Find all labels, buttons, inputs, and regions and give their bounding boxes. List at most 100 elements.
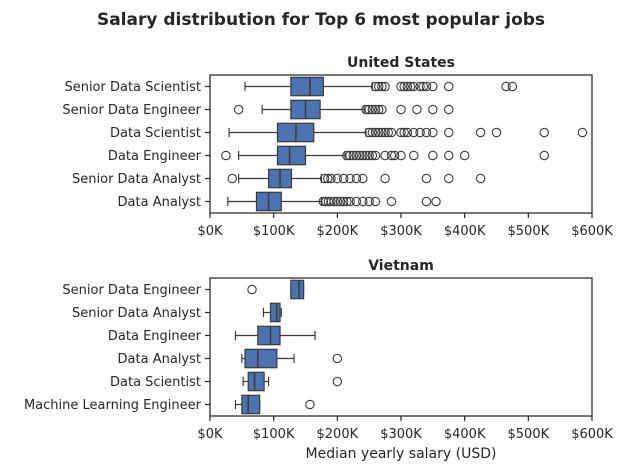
box-iqr xyxy=(290,279,305,300)
box-senior-data-analyst xyxy=(262,302,282,323)
outlier-point xyxy=(396,127,406,138)
outlier-point xyxy=(345,173,355,184)
outlier-point xyxy=(348,150,358,161)
outlier-point xyxy=(358,173,368,184)
box-data-engineer xyxy=(234,325,316,346)
outlier-point xyxy=(380,127,390,138)
outlier-point xyxy=(408,150,419,161)
panel-vietnam: Senior Data Engineer Senior Data Analyst D… xyxy=(24,277,613,442)
outlier-point xyxy=(318,196,329,207)
outlier-point xyxy=(373,104,384,115)
outlier-point xyxy=(332,196,343,207)
outlier-point xyxy=(364,127,374,138)
y-tick-label: Data Scientist xyxy=(110,126,201,141)
outlier-point xyxy=(389,150,400,161)
y-tick-label: Data Engineer xyxy=(108,329,202,344)
outlier-point xyxy=(332,376,343,387)
x-tick-label: $300K xyxy=(380,427,422,442)
outlier-point xyxy=(428,127,438,138)
outlier-point xyxy=(338,173,349,184)
y-tick-label: Data Analyst xyxy=(118,195,201,210)
outlier-point xyxy=(418,81,429,92)
outlier-point xyxy=(412,104,422,115)
outlier-point xyxy=(332,353,343,364)
y-tick-label: Senior Data Scientist xyxy=(64,80,201,95)
outlier-point xyxy=(421,173,432,184)
x-tick-label: $400K xyxy=(444,224,486,239)
outlier-point xyxy=(367,150,378,161)
outlier-point xyxy=(221,150,231,161)
outlier-point xyxy=(428,104,438,115)
box-iqr xyxy=(269,302,281,323)
outlier-point xyxy=(364,104,374,115)
outlier-point xyxy=(380,173,390,184)
outlier-point xyxy=(377,104,387,115)
outlier-point xyxy=(233,104,244,115)
outlier-point xyxy=(370,81,381,92)
panel-title-vietnam: Vietnam xyxy=(368,258,434,274)
x-tick-label: $400K xyxy=(444,427,486,442)
box-senior-data-engineer xyxy=(247,279,305,300)
outlier-point xyxy=(507,81,518,92)
box-senior-data-engineer xyxy=(233,99,454,120)
outlier-point xyxy=(364,196,374,207)
outlier-point xyxy=(351,150,362,161)
outlier-point xyxy=(370,104,381,115)
outlier-point xyxy=(577,127,588,138)
outlier-point xyxy=(335,196,346,207)
y-tick-label: Senior Data Analyst xyxy=(72,172,201,187)
x-tick-label: $0K xyxy=(197,427,223,442)
figure-title: Salary distribution for Top 6 most popul… xyxy=(97,10,545,30)
outlier-point xyxy=(345,196,355,207)
box-iqr xyxy=(244,348,278,369)
box-senior-data-scientist xyxy=(244,76,518,97)
box-iqr xyxy=(290,76,324,97)
y-tick-label: Data Scientist xyxy=(110,375,201,390)
outlier-point xyxy=(443,173,454,184)
outlier-point xyxy=(539,150,549,161)
outlier-point xyxy=(402,81,413,92)
outlier-point xyxy=(351,173,362,184)
outlier-point xyxy=(361,104,371,115)
x-tick-label: $500K xyxy=(508,427,550,442)
x-tick-label: $100K xyxy=(253,427,295,442)
outlier-point xyxy=(361,150,371,161)
outlier-point xyxy=(386,196,397,207)
outlier-point xyxy=(377,127,387,138)
outlier-point xyxy=(405,81,416,92)
outlier-point xyxy=(396,104,406,115)
outlier-point xyxy=(386,127,397,138)
outlier-point xyxy=(421,196,432,207)
outlier-point xyxy=(443,81,454,92)
outlier-point xyxy=(326,173,336,184)
outlier-point xyxy=(370,150,381,161)
x-tick-label: $600K xyxy=(571,427,613,442)
outlier-point xyxy=(408,127,419,138)
y-tick-label: Senior Data Engineer xyxy=(62,103,201,118)
outlier-point xyxy=(345,150,355,161)
box-data-scientist xyxy=(228,122,588,143)
box-machine-learning-engineer xyxy=(234,394,315,415)
outlier-point xyxy=(358,150,368,161)
panel-united-states: Senior Data Scientist Senior Data Enginee… xyxy=(62,74,613,239)
outlier-point xyxy=(443,104,454,115)
outlier-point xyxy=(305,399,315,410)
outlier-point xyxy=(358,196,368,207)
x-tick-label: $0K xyxy=(197,224,223,239)
outlier-point xyxy=(415,81,425,92)
outlier-point xyxy=(443,127,454,138)
outlier-point xyxy=(342,196,352,207)
outlier-point xyxy=(421,127,432,138)
outlier-point xyxy=(431,196,441,207)
box-iqr xyxy=(247,371,265,392)
outlier-point xyxy=(351,196,362,207)
outlier-point xyxy=(396,150,406,161)
outlier-point xyxy=(364,150,374,161)
outlier-point xyxy=(373,81,384,92)
x-tick-label: $600K xyxy=(571,224,613,239)
outlier-point xyxy=(386,150,397,161)
box-senior-data-analyst xyxy=(227,168,486,189)
outlier-point xyxy=(342,150,352,161)
outlier-point xyxy=(329,196,339,207)
